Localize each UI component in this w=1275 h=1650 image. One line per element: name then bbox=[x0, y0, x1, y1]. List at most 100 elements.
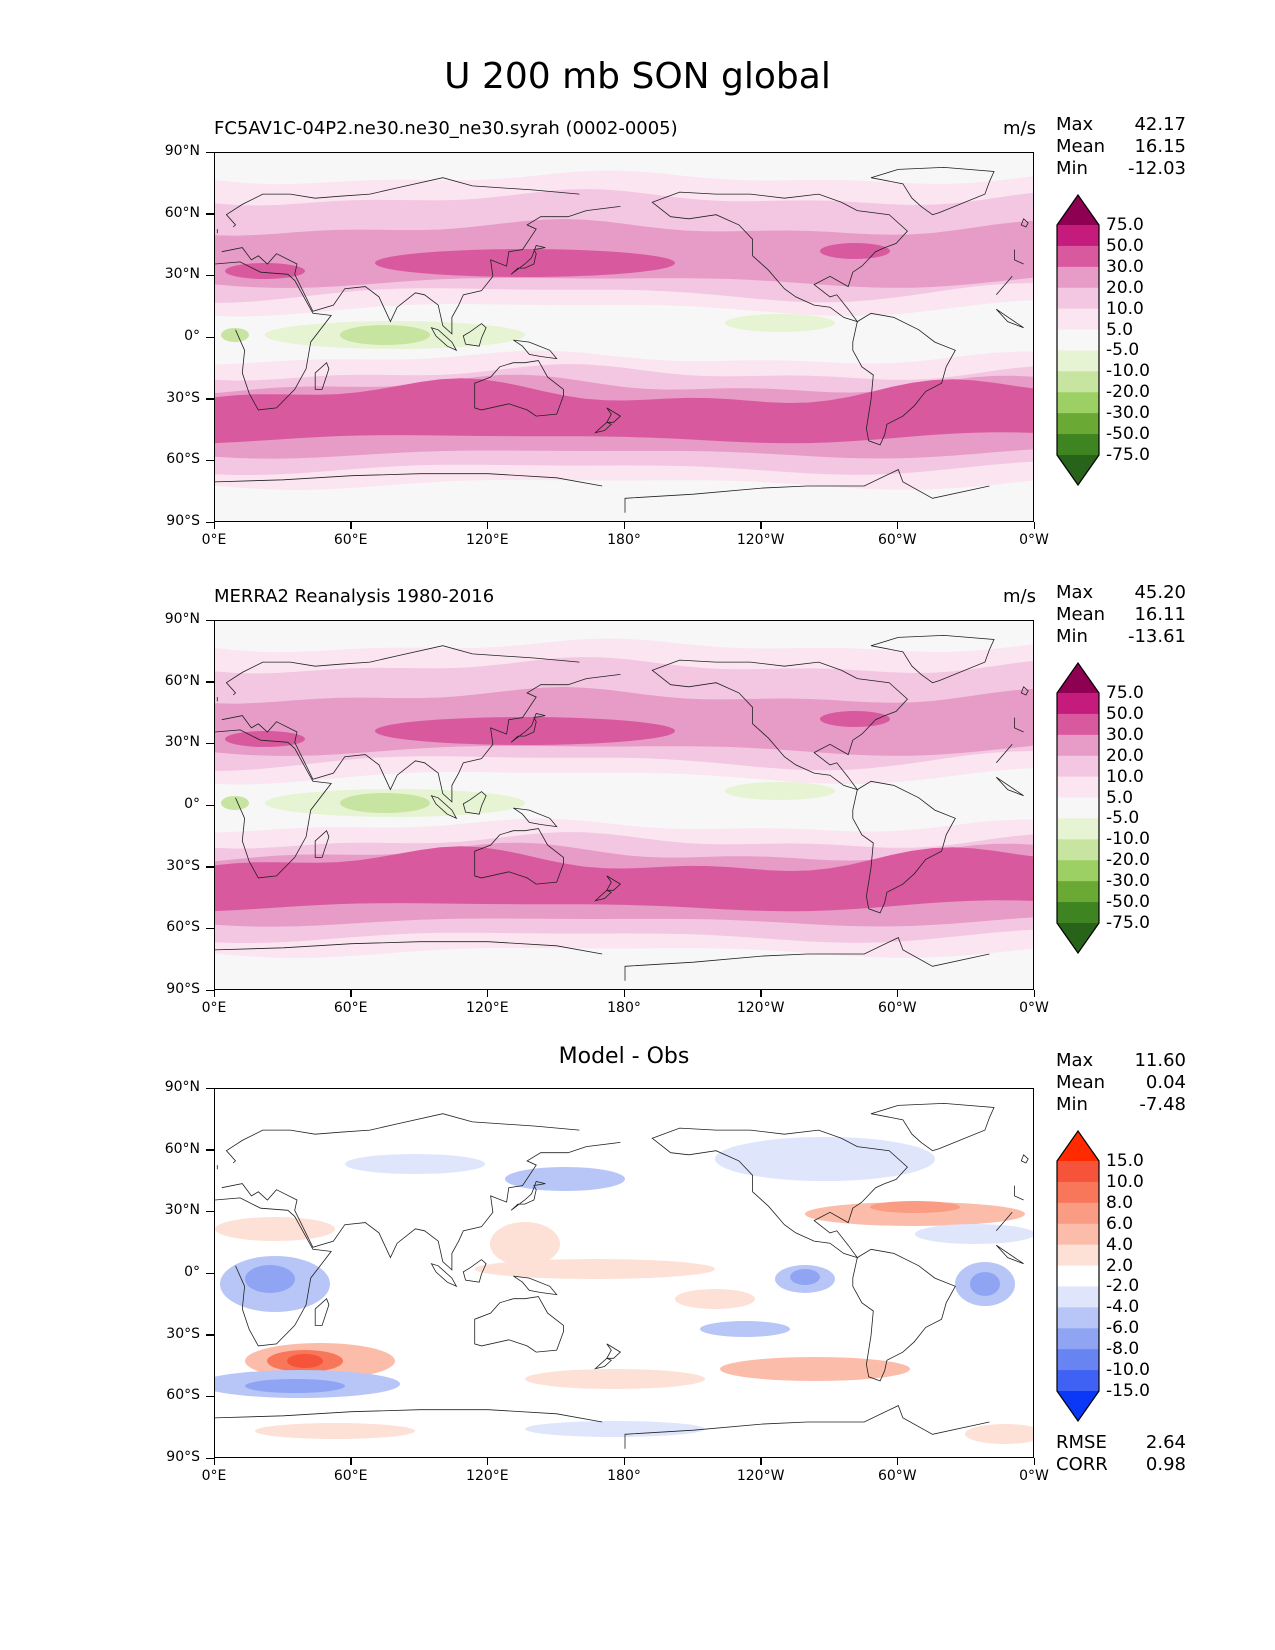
field-easterlies bbox=[221, 328, 249, 342]
coastline-newzealand bbox=[606, 407, 622, 423]
colorbar bbox=[1056, 1130, 1100, 1422]
coastline-borneo bbox=[462, 791, 487, 815]
coastline-newzealand bbox=[606, 1343, 622, 1359]
colorbar-swatch bbox=[1057, 287, 1099, 310]
field-easterlies bbox=[340, 325, 430, 345]
coastline-japan bbox=[510, 245, 546, 275]
lon-tick-label: 180° bbox=[607, 532, 641, 548]
extra-stat-label: RMSE bbox=[1056, 1432, 1107, 1453]
stat-label: Min bbox=[1056, 158, 1088, 179]
lat-tick-label: 60°N bbox=[164, 1140, 200, 1157]
lat-tick bbox=[206, 1210, 214, 1213]
field-anomaly bbox=[870, 1201, 960, 1213]
colorbar-swatch bbox=[1057, 818, 1099, 840]
colorbar-swatch bbox=[1057, 713, 1099, 736]
lat-tick-label: 30°S bbox=[166, 1325, 200, 1342]
colorbar-swatch bbox=[1057, 371, 1099, 393]
coastline-samerica bbox=[852, 780, 956, 914]
stat-row: Mean 16.11 bbox=[1056, 604, 1186, 626]
map-plot bbox=[214, 152, 1034, 522]
lon-tick bbox=[350, 990, 352, 997]
stat-label: Mean bbox=[1056, 136, 1106, 157]
colorbar-swatch bbox=[1057, 1349, 1099, 1371]
lon-tick bbox=[623, 990, 625, 997]
colorbar-swatch bbox=[1057, 839, 1099, 861]
colorbar-level-label: 75.0 bbox=[1106, 683, 1144, 703]
lon-tick-label: 120°W bbox=[736, 532, 785, 548]
colorbar-swatch bbox=[1057, 350, 1099, 372]
lon-tick bbox=[896, 1458, 899, 1465]
stat-value: 0.04 bbox=[1145, 1072, 1186, 1093]
stat-value: -12.03 bbox=[1127, 158, 1186, 179]
coastline-greenland bbox=[870, 1102, 995, 1152]
lat-tick bbox=[206, 866, 214, 868]
lon-tick bbox=[213, 990, 215, 997]
coastline-africa bbox=[215, 1197, 1024, 1347]
map-plot bbox=[214, 1088, 1034, 1458]
lon-tick-label: 60°W bbox=[877, 532, 917, 548]
field-anomaly bbox=[345, 1154, 485, 1174]
panel-title: Model - Obs bbox=[558, 1044, 690, 1069]
colorbar-swatch bbox=[1057, 1202, 1099, 1225]
lon-tick bbox=[1033, 1458, 1035, 1465]
lat-tick-label: 90°S bbox=[166, 513, 200, 529]
coastline-uk bbox=[216, 686, 1029, 702]
field-anomaly bbox=[525, 1369, 705, 1389]
colorbar-level-label: -8.0 bbox=[1106, 1339, 1140, 1360]
colorbar-swatch bbox=[1057, 245, 1099, 268]
lon-tick bbox=[896, 990, 899, 997]
colorbar-swatch bbox=[1057, 1161, 1099, 1183]
lat-tick bbox=[206, 681, 214, 683]
colorbar-level-label: -2.0 bbox=[1106, 1276, 1140, 1297]
coastline-antarctica bbox=[215, 469, 990, 513]
lon-tick-label: 0°E bbox=[201, 1468, 227, 1484]
stat-row: Max 11.60 bbox=[1056, 1050, 1186, 1072]
coastlines bbox=[215, 166, 1029, 513]
coastline-newguinea bbox=[513, 807, 558, 828]
extra-stat-row: CORR 0.98 bbox=[1056, 1454, 1186, 1476]
colorbar-swatch bbox=[1057, 1265, 1099, 1287]
colorbar-swatch bbox=[1057, 1307, 1099, 1329]
colorbar-level-label: 10.0 bbox=[1106, 298, 1144, 319]
lat-tick bbox=[206, 274, 214, 277]
colorbar-level-label: 20.0 bbox=[1106, 277, 1144, 298]
stat-label: Min bbox=[1056, 626, 1088, 647]
lat-tick bbox=[206, 398, 214, 400]
panel-stats: Max 11.60 Mean 0.04 Min -7.48 bbox=[1056, 1050, 1186, 1116]
lon-tick-label: 180° bbox=[607, 1000, 641, 1016]
colorbar-swatch bbox=[1057, 1223, 1099, 1246]
lon-tick-label: 120°E bbox=[466, 532, 509, 548]
coastline-uk bbox=[216, 218, 1029, 234]
field-anomaly bbox=[287, 1354, 323, 1368]
lat-tick-label: 0° bbox=[184, 796, 200, 812]
lat-tick-label: 90°S bbox=[166, 1449, 200, 1465]
field-easterlies bbox=[725, 314, 835, 332]
field-anomaly bbox=[790, 1269, 820, 1285]
colorbar-swatch bbox=[1057, 693, 1099, 715]
extra-stat-value: 2.64 bbox=[1145, 1432, 1186, 1453]
coastline-nzsouth bbox=[594, 1357, 613, 1370]
panel-stats: Max 45.20 Mean 16.11 Min -13.61 bbox=[1056, 582, 1186, 648]
field-jet-core bbox=[375, 249, 675, 277]
field-easterlies bbox=[725, 782, 835, 800]
panel-units: m/s bbox=[1003, 586, 1036, 607]
coastline-australia bbox=[474, 828, 564, 885]
colorbar-level-label: 30.0 bbox=[1106, 256, 1144, 277]
coastline-sumatra bbox=[430, 1263, 458, 1288]
field-anomaly bbox=[255, 1423, 415, 1439]
stat-value: -13.61 bbox=[1127, 626, 1186, 647]
colorbar-level-label: 10.0 bbox=[1106, 1171, 1144, 1192]
coastline-nzsouth bbox=[594, 889, 613, 902]
coastline-eurasia bbox=[221, 177, 1024, 335]
lat-tick-label: 30°N bbox=[164, 1202, 200, 1219]
stat-value: 11.60 bbox=[1134, 1050, 1186, 1071]
coastline-japan bbox=[510, 713, 546, 743]
stat-label: Max bbox=[1056, 582, 1094, 603]
coastline-madagascar bbox=[314, 830, 330, 858]
extra-stat-value: 0.98 bbox=[1145, 1454, 1186, 1475]
lon-tick-label: 60°E bbox=[333, 532, 368, 548]
lat-tick bbox=[206, 927, 214, 930]
coastline-greenland bbox=[870, 166, 995, 216]
field-jet-core bbox=[375, 717, 675, 745]
field-anomaly bbox=[700, 1321, 790, 1337]
